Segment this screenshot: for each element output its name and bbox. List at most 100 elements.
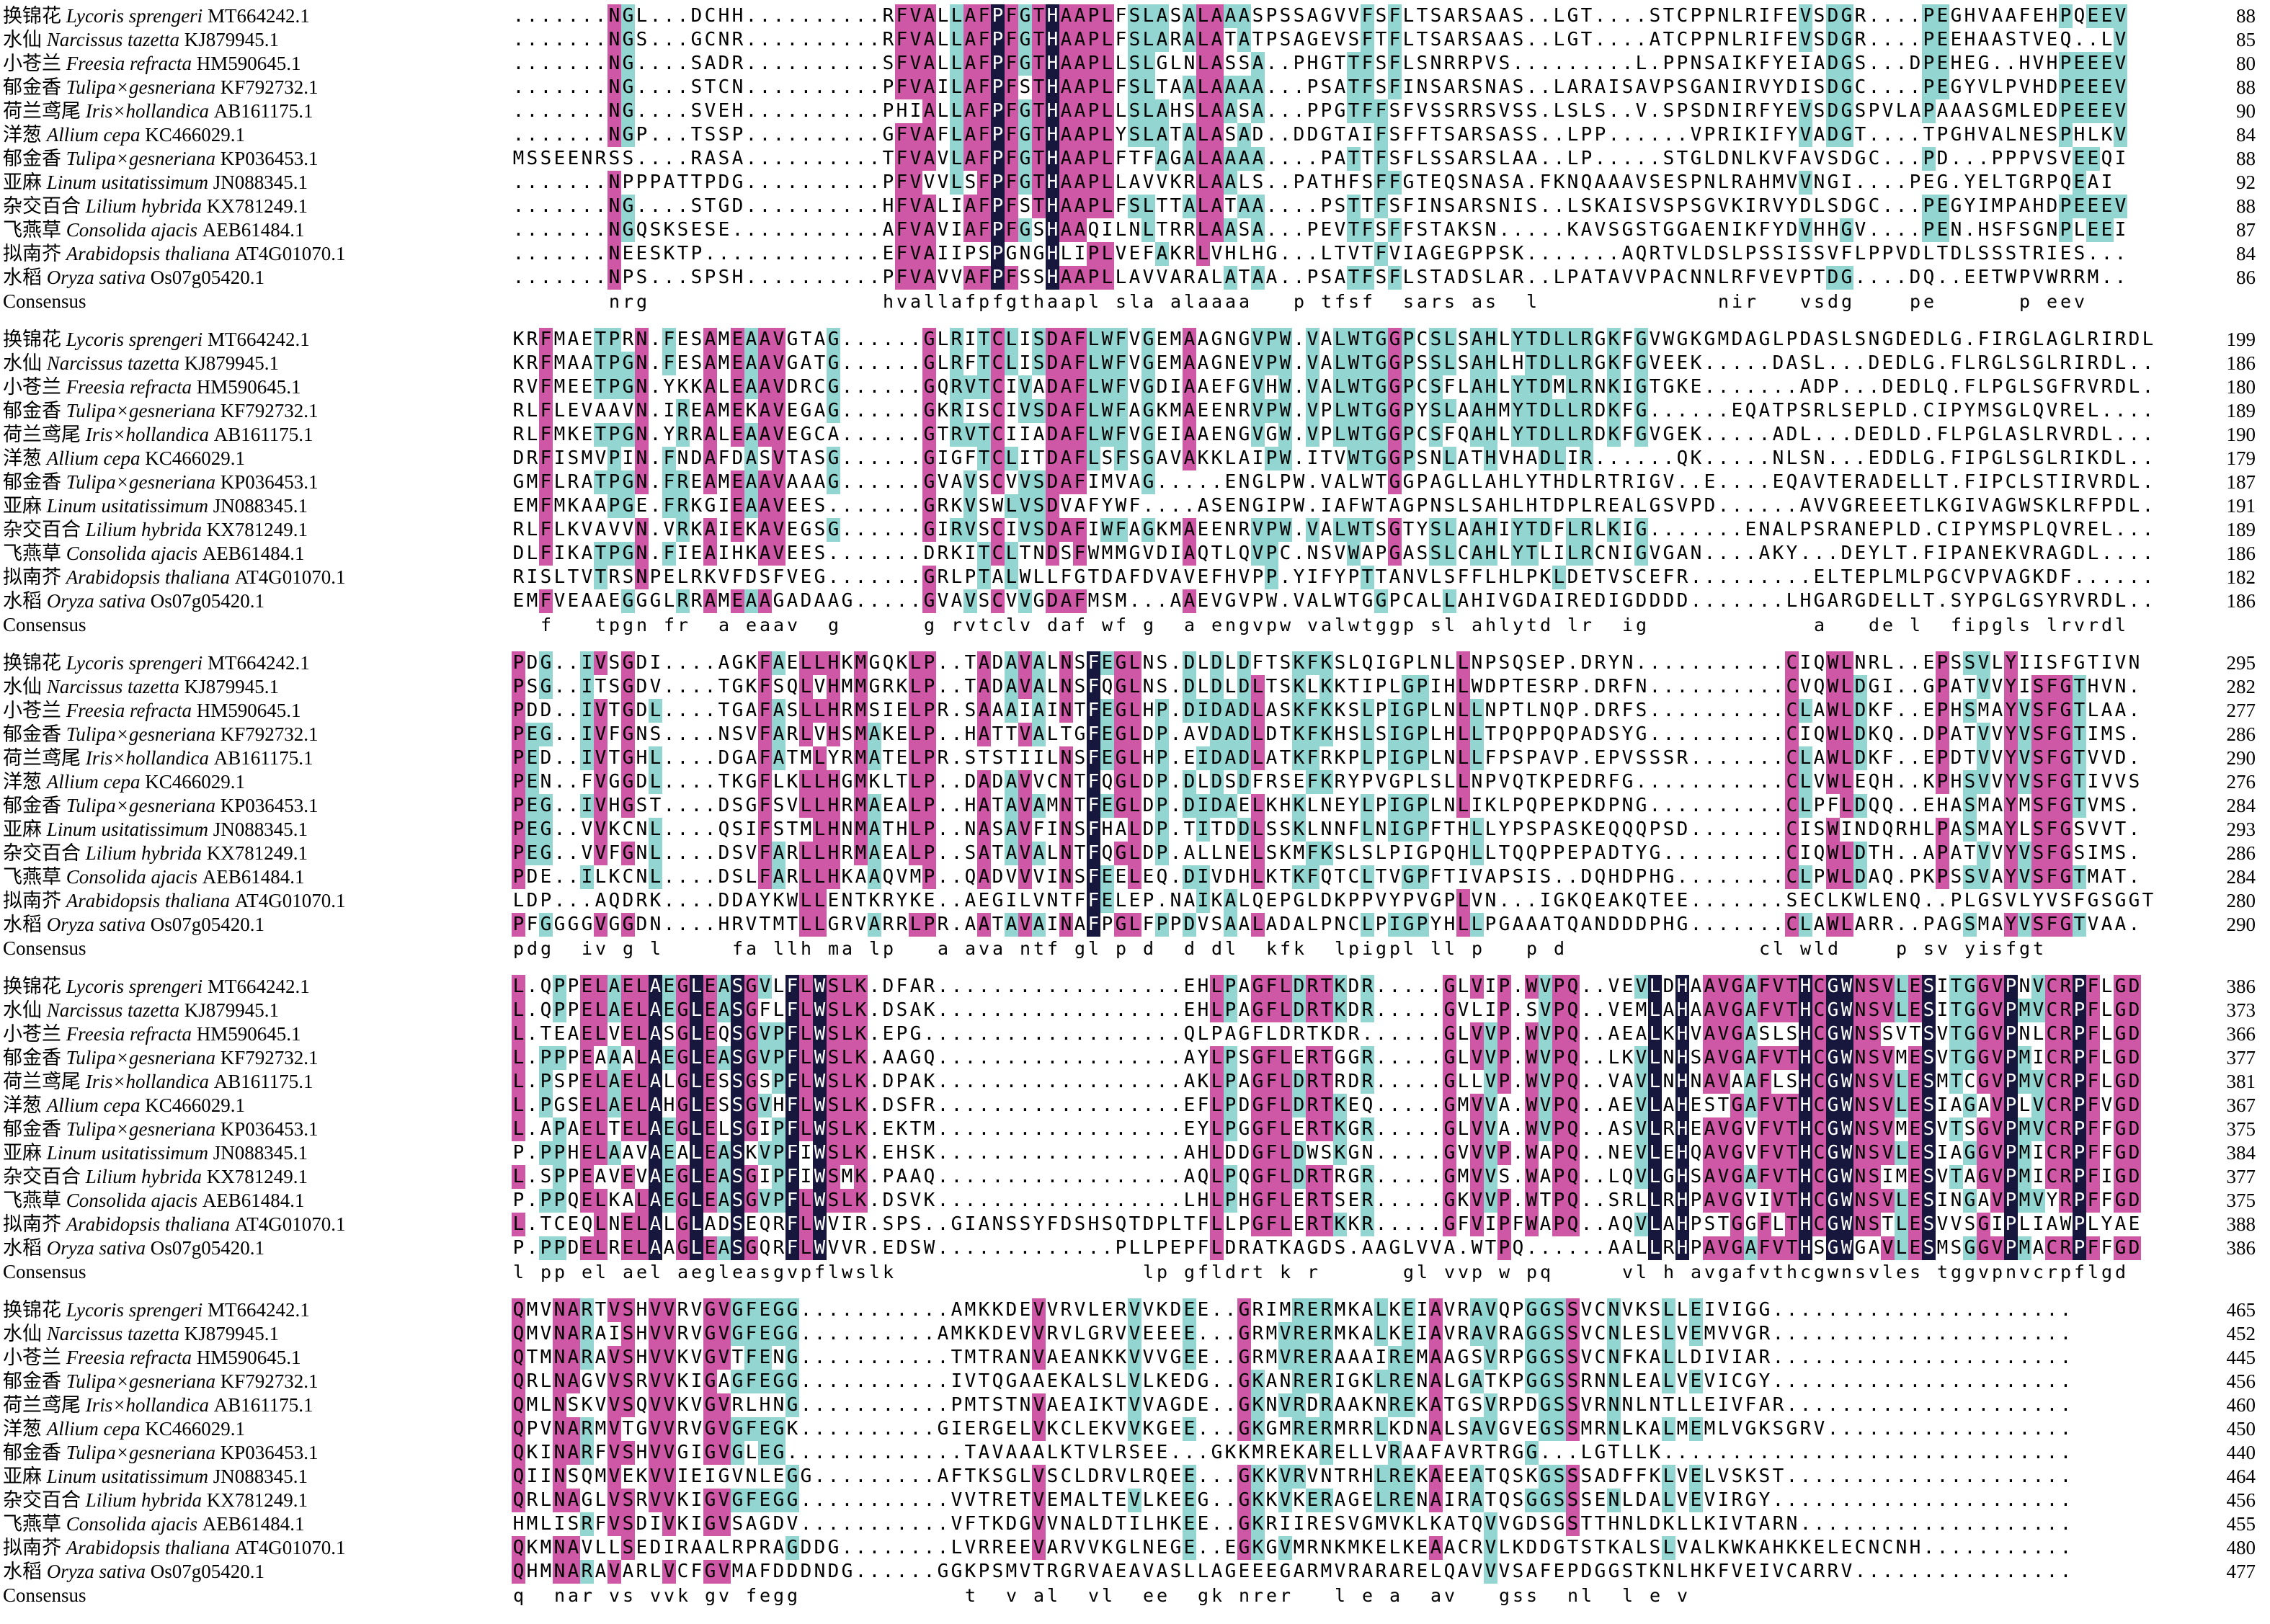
residue: . <box>800 124 812 146</box>
residue: V <box>1129 329 1141 350</box>
consensus-residue: v <box>964 615 976 635</box>
residue: H <box>2032 76 2044 98</box>
residue: E <box>2032 5 2044 27</box>
residue: T <box>1663 29 1675 50</box>
residue: L <box>1251 723 1265 746</box>
residue: . <box>649 148 662 169</box>
residue: . <box>1649 148 1661 169</box>
residue: D <box>1237 675 1251 699</box>
residue: L <box>1087 447 1100 470</box>
consensus-number-spacer <box>2169 290 2270 313</box>
residue: N <box>1059 913 1073 937</box>
residue: . <box>841 495 853 517</box>
residue: I <box>1799 652 1812 674</box>
residue: . <box>526 76 538 98</box>
residue: P <box>1663 53 1675 74</box>
sequence-row: 小苍兰 Freesia refracta HM590645.1 R V F M E E T P G… <box>1 375 2270 399</box>
residue: K <box>868 890 881 911</box>
residue: G <box>1841 495 1853 517</box>
consensus-label: Consensus <box>3 290 86 312</box>
residue: R <box>1457 29 1469 50</box>
residue: R <box>841 795 853 816</box>
species-chinese-name: 郁金香 <box>3 795 66 816</box>
residue: A <box>772 723 785 746</box>
residue: A <box>595 590 607 612</box>
residue: S <box>1485 100 1497 122</box>
residue: P <box>1471 243 1483 264</box>
residue: T <box>1430 124 1442 146</box>
residue: F <box>2073 890 2086 911</box>
consensus-residue <box>1853 613 1867 637</box>
residue: M <box>854 723 868 746</box>
consensus-residue <box>1758 290 1771 313</box>
residue: R <box>1717 124 1730 146</box>
consensus-residue: f <box>1046 938 1059 959</box>
residue: S <box>2114 795 2127 816</box>
residue: . <box>1704 723 1716 745</box>
residue: M <box>1170 519 1182 540</box>
consensus-residue <box>676 937 690 960</box>
residue: F <box>1142 148 1154 169</box>
residue: V <box>2114 76 2127 99</box>
residue: P <box>1635 866 1647 888</box>
residue: T <box>1087 566 1100 588</box>
residue: Q <box>882 866 894 888</box>
residue: . <box>663 148 675 169</box>
residue: A <box>800 447 812 469</box>
residue: E <box>1567 842 1579 864</box>
residue: A <box>1320 519 1332 540</box>
residue: L <box>937 195 949 217</box>
residue: S <box>2031 675 2045 699</box>
residue: D <box>1895 400 1908 421</box>
residue: E <box>731 423 744 447</box>
residue: V <box>1813 771 1825 793</box>
residue: S <box>1512 76 1524 98</box>
residue: T <box>1348 590 1360 612</box>
residue: . <box>855 124 867 146</box>
residue: F <box>937 124 949 146</box>
sequence-row: 水稻 Oryza sativa Os07g05420.1 E M F V E A A E G G G L… <box>1 589 2270 613</box>
sequence-row: 郁金香 Tulipa×gesneriana KP036453.1 P E G.. I V H… <box>1 794 2270 818</box>
consensus-residue <box>1169 613 1183 637</box>
consensus-residue <box>1990 290 2004 313</box>
residue: L <box>2114 352 2127 374</box>
residue: G <box>1074 566 1086 588</box>
residue: A <box>1059 352 1073 375</box>
residue: D <box>1909 519 1921 540</box>
consensus-residue: w <box>1348 615 1360 635</box>
residue: H <box>1046 195 1059 218</box>
residue: S <box>2031 770 2045 794</box>
residue: . <box>855 243 867 264</box>
consensus-residue <box>1799 613 1812 637</box>
residue: A <box>1936 914 1949 935</box>
residue: D <box>1539 399 1552 423</box>
residue: H <box>1457 818 1469 840</box>
residue: L <box>1895 590 1908 612</box>
residue: D <box>2114 376 2127 398</box>
residue: P <box>553 975 566 999</box>
residue: . <box>1841 424 1853 445</box>
residue: D <box>1868 352 1880 374</box>
residue: . <box>2114 543 2127 564</box>
residue: Q <box>1443 842 1456 864</box>
residue: . <box>1717 818 1730 840</box>
consensus-residue <box>840 613 854 637</box>
residue: R <box>950 399 963 423</box>
residue: R <box>1758 195 1771 217</box>
residue: T <box>1320 171 1332 193</box>
residue: . <box>786 267 798 288</box>
residue: L <box>2128 495 2140 517</box>
residue: V <box>594 723 607 746</box>
residue: G <box>922 399 936 423</box>
residue: S <box>1526 124 1538 146</box>
residue: Q <box>1512 842 1524 864</box>
residue: D <box>1046 589 1059 613</box>
residue: E <box>1813 566 1825 588</box>
residue: T <box>1032 52 1046 76</box>
residue: H <box>1252 243 1264 264</box>
residue: . <box>2142 424 2154 445</box>
residue: N <box>635 328 649 352</box>
residue: V <box>1813 495 1825 517</box>
residue: . <box>553 866 566 888</box>
